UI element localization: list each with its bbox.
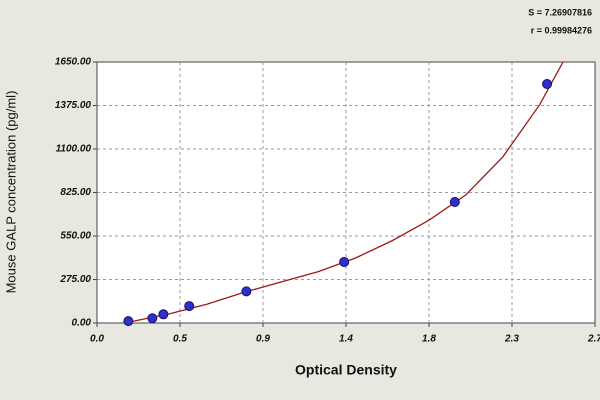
y-tick-label: 1100.00 [56, 144, 92, 155]
x-tick-label: 0.5 [173, 334, 187, 345]
y-tick-label: 275.00 [59, 274, 91, 285]
y-tick-label: 0.00 [72, 318, 92, 329]
data-point [184, 301, 195, 312]
x-tick-label: 0.0 [90, 334, 104, 345]
data-point [123, 316, 134, 327]
data-point [449, 196, 460, 207]
y-tick-label: 1650.00 [55, 57, 92, 68]
annotation: r = 0.99984276 [531, 25, 592, 35]
y-axis-label: Mouse GALP concentration (pg/ml) [3, 91, 18, 294]
fit-curve [128, 62, 564, 323]
y-tick-label: 825.00 [60, 187, 91, 198]
annotation: S = 7.26907816 [528, 7, 592, 17]
x-axis-label: Optical Density [295, 362, 397, 378]
data-point [158, 309, 169, 320]
y-tick-label: 1375.00 [55, 100, 92, 111]
data-point [339, 256, 350, 267]
y-tick-label: 550.00 [60, 231, 91, 242]
data-point [241, 286, 252, 297]
data-point [147, 313, 158, 324]
x-tick-label: 2.7 [587, 334, 600, 345]
x-tick-label: 1.4 [339, 334, 353, 345]
x-tick-label: 2.3 [504, 334, 519, 345]
x-tick-label: 0.9 [256, 334, 270, 345]
x-tick-label: 1.8 [422, 334, 436, 345]
data-point [542, 78, 553, 89]
